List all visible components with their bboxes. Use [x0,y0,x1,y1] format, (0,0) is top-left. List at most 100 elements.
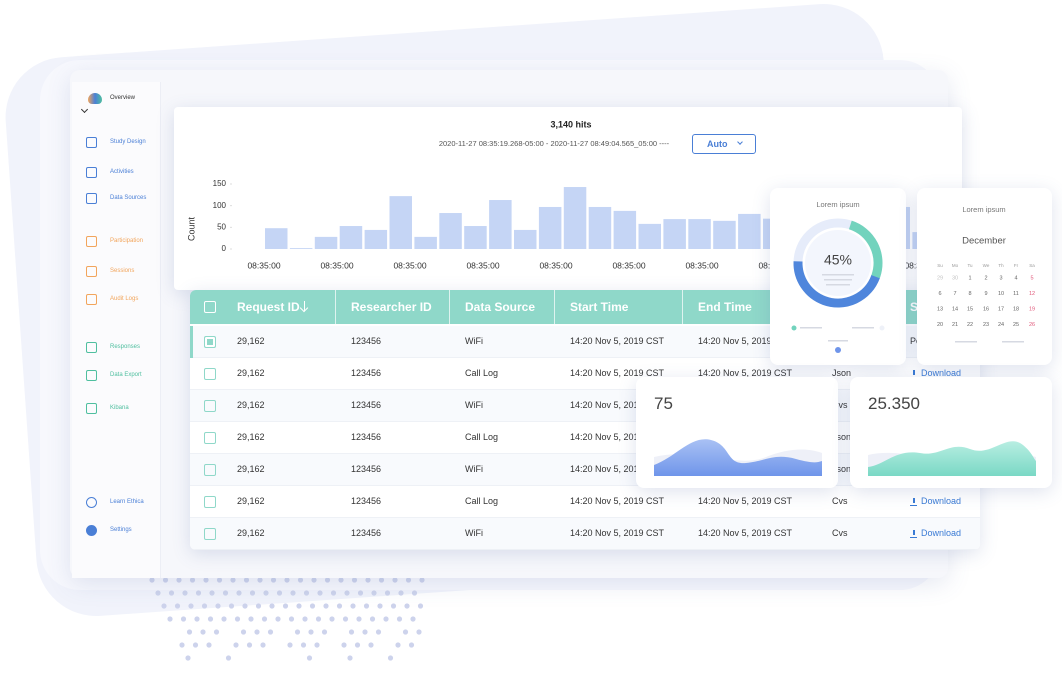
table-cell: Cvs [832,496,848,506]
dot [306,655,313,661]
dot [282,603,289,609]
checkbox[interactable] [204,400,216,412]
nav-item[interactable]: Responses [110,344,141,350]
nav-item[interactable]: Sessions [110,268,135,274]
dot [263,590,269,596]
row-accent [190,326,193,358]
nav-item[interactable]: Learn Ethica [110,499,144,505]
dot [257,577,263,583]
dot [215,603,221,609]
nav-item[interactable]: Data Export [110,372,142,378]
dot [392,577,398,583]
chart-subtitle: 2020-11-27 08:35:19.268-05:00 - 2020-11-… [439,139,670,148]
nav-icon [86,342,97,353]
dot [213,629,220,635]
calendar-month: December [962,236,1006,247]
nav-icon [86,294,97,305]
sort-arrow [304,301,305,311]
y-tick-label: 150 [213,179,227,188]
table-cell: Call Log [465,496,499,506]
table-cell: 14:20 Nov 5, 2019 CST [570,496,665,506]
checkbox[interactable] [204,432,216,444]
checkbox[interactable] [204,368,216,380]
dot-pattern [149,577,425,661]
dot [324,577,331,583]
row-action[interactable]: Download [921,368,962,378]
checkbox[interactable] [204,301,216,313]
bar [563,187,587,249]
dot [246,642,253,648]
calendar-day: 22 [967,322,973,328]
table-cell: Call Log [465,432,499,442]
download-icon [910,498,917,506]
chevron [737,139,743,145]
calendar-day: 12 [1029,291,1035,297]
column-header[interactable]: Researcher ID [351,300,432,314]
nav-item[interactable]: Overview [110,95,136,101]
dot [200,629,206,635]
row-action[interactable]: Download [921,528,962,538]
row-action[interactable]: Download [921,496,962,506]
dot [189,577,196,583]
calendar-day: 1 [968,275,971,281]
placeholder-text [822,274,854,276]
nav-item[interactable]: Settings [110,527,132,533]
dot [410,616,416,622]
calendar-day: 3 [999,275,1002,281]
dot [297,577,304,583]
bar [588,206,612,249]
table-cell: 14:20 Nov 5, 2019 CST [698,336,793,346]
calendar-day: 16 [983,306,989,312]
dot [309,603,316,609]
dot [396,616,403,622]
interval-button[interactable]: Auto [692,134,756,154]
card-title: Lorem ipsum [816,200,859,209]
dot [330,590,337,596]
calendar-day: 17 [998,306,1004,312]
dot [314,642,320,648]
checkbox[interactable] [204,496,216,508]
checkbox[interactable] [204,528,216,540]
placeholder-text [824,279,852,281]
column-header[interactable]: Request ID [237,300,300,314]
column-divider [449,290,450,324]
sidebar: Overview Study Design Activities Data Sourc… [72,82,161,578]
dot [222,590,229,596]
checkbox[interactable] [204,464,216,476]
dot [351,577,358,583]
x-tick-label: 08:35:00 [393,260,426,270]
dot [387,655,394,661]
bar [613,210,637,249]
bar [265,228,288,249]
nav-item[interactable]: Audit Logs [110,296,139,302]
dot [249,590,256,596]
column-header[interactable]: Data Source [465,300,536,314]
calendar-day: 7 [953,291,956,297]
wave-front [868,441,1036,476]
nav-item[interactable]: Study Design [110,139,146,145]
calendar-day: 26 [1029,322,1035,328]
dot [255,603,262,609]
table-cell: 14:20 Nov 5, 2019 CST [570,528,665,538]
nav-item[interactable]: Activities [110,169,134,175]
dot [294,629,301,635]
checkbox[interactable] [204,336,216,348]
nav-icon [86,370,97,381]
nav-item[interactable]: Data Sources [110,195,147,201]
dot [416,629,422,635]
donut-value: 45% [824,252,852,268]
bar [638,223,661,249]
chart-title: 3,140 hits [550,119,591,129]
calendar-day: 15 [967,306,973,312]
dot [270,577,277,583]
column-header[interactable]: End Time [698,300,752,314]
nav-item[interactable]: Kibana [110,405,129,411]
table-cell: Json [832,432,852,442]
nav-item[interactable]: Participation [110,238,144,244]
column-header[interactable]: Start Time [570,300,629,314]
table-cell: 123456 [351,528,382,538]
dot [254,629,260,635]
calendar-day: 14 [952,306,958,312]
dot [404,603,410,609]
